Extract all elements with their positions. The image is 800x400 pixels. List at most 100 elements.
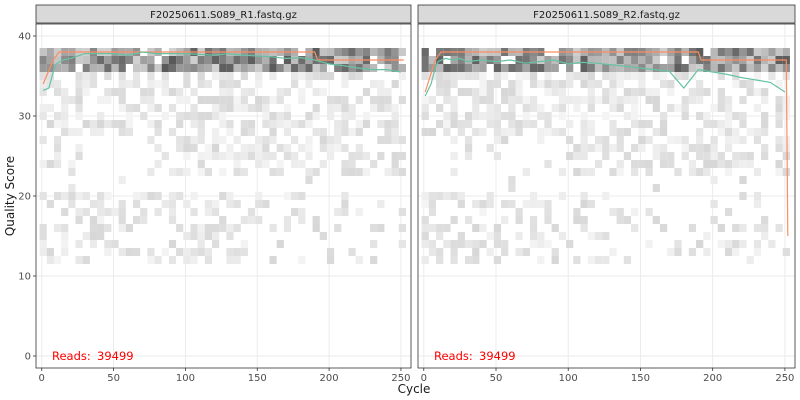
panel-border (417, 23, 796, 369)
heatmap-tile (341, 72, 349, 80)
heatmap-tile (428, 56, 437, 64)
heatmap-tile (247, 120, 256, 128)
heatmap-tile (118, 128, 126, 136)
heatmap-tile (384, 96, 392, 104)
heatmap-tile (602, 192, 610, 200)
heatmap-tile (580, 120, 588, 128)
heatmap-tile (753, 104, 762, 112)
heatmap-tile (428, 200, 437, 208)
heatmap-tile (703, 144, 711, 152)
heatmap-tile (111, 64, 119, 72)
heatmap-tile (428, 72, 437, 80)
heatmap-tile (190, 136, 198, 144)
heatmap-tile (61, 88, 69, 96)
heatmap-tile (82, 72, 90, 80)
heatmap-tile (508, 80, 516, 88)
heatmap-tile (573, 168, 581, 176)
heatmap-tile (341, 144, 349, 152)
heatmap-tile (602, 112, 610, 120)
heatmap-tile (573, 216, 581, 224)
heatmap-tile (348, 152, 356, 160)
heatmap-tile (739, 240, 747, 248)
heatmap-tile (493, 64, 502, 72)
heatmap-tile (61, 120, 69, 128)
heatmap-tile (537, 240, 545, 248)
heatmap-tile (623, 152, 632, 160)
heatmap-tile (362, 112, 371, 120)
heatmap-tile (580, 144, 588, 152)
heatmap-tile (688, 96, 697, 104)
heatmap-tile (312, 48, 320, 56)
heatmap-tile (667, 152, 675, 160)
heatmap-tile (312, 88, 320, 96)
heatmap-tile (659, 128, 668, 136)
heatmap-tile (132, 80, 141, 88)
heatmap-tile (384, 64, 392, 72)
heatmap-tile (233, 168, 241, 176)
heatmap-tile (573, 208, 581, 216)
heatmap-tile (616, 160, 624, 168)
heatmap-tile (391, 136, 399, 144)
heatmap-tile (398, 96, 406, 104)
heatmap-tile (688, 160, 697, 168)
heatmap-tile (176, 168, 184, 176)
heatmap-tile (233, 248, 241, 256)
heatmap-tile (89, 200, 98, 208)
heatmap-tile (247, 144, 256, 152)
heatmap-tile (753, 64, 762, 72)
heatmap-tile (739, 96, 747, 104)
heatmap-tile (147, 96, 155, 104)
heatmap-tile (53, 136, 62, 144)
heatmap-tile (638, 88, 646, 96)
heatmap-tile (566, 120, 574, 128)
heatmap-tile (566, 240, 574, 248)
heatmap-tile (219, 224, 227, 232)
heatmap-tile (558, 192, 567, 200)
heatmap-tile (421, 200, 429, 208)
heatmap-tile (501, 200, 509, 208)
heatmap-tile (326, 104, 335, 112)
heatmap-tile (219, 104, 227, 112)
heatmap-tile (89, 240, 98, 248)
heatmap-tile (551, 88, 559, 96)
heatmap-tile (283, 144, 292, 152)
heatmap-tile (212, 136, 220, 144)
heatmap-tile (39, 240, 47, 248)
quality-heatmap (39, 48, 406, 264)
heatmap-tile (398, 168, 406, 176)
heatmap-tile (255, 152, 263, 160)
heatmap-tile (566, 96, 574, 104)
heatmap-tile (652, 128, 660, 136)
heatmap-tile (348, 104, 356, 112)
heatmap-tile (594, 136, 603, 144)
heatmap-tile (262, 200, 270, 208)
heatmap-tile (362, 48, 371, 56)
heatmap-tile (61, 112, 69, 120)
heatmap-tile (197, 136, 205, 144)
heatmap-tile (269, 64, 277, 72)
heatmap-tile (443, 112, 451, 120)
heatmap-tile (674, 104, 682, 112)
heatmap-tile (176, 120, 184, 128)
heatmap-tile (710, 200, 718, 208)
heatmap-tile (204, 152, 213, 160)
heatmap-tile (255, 144, 263, 152)
heatmap-tile (341, 112, 349, 120)
heatmap-tile (609, 96, 617, 104)
heatmap-tile (39, 48, 47, 56)
heatmap-tile (421, 48, 429, 56)
heatmap-tile (140, 208, 148, 216)
heatmap-tile (53, 88, 62, 96)
heatmap-tile (283, 88, 292, 96)
heatmap-tile (587, 128, 595, 136)
heatmap-tile (515, 64, 523, 72)
heatmap-tile (558, 168, 567, 176)
heatmap-tile (319, 232, 327, 240)
heatmap-tile (688, 56, 697, 64)
heatmap-tile (645, 136, 653, 144)
heatmap-tile (674, 64, 682, 72)
heatmap-tile (219, 120, 227, 128)
heatmap-tile (147, 256, 155, 264)
heatmap-tile (631, 96, 639, 104)
heatmap-tile (118, 216, 126, 224)
